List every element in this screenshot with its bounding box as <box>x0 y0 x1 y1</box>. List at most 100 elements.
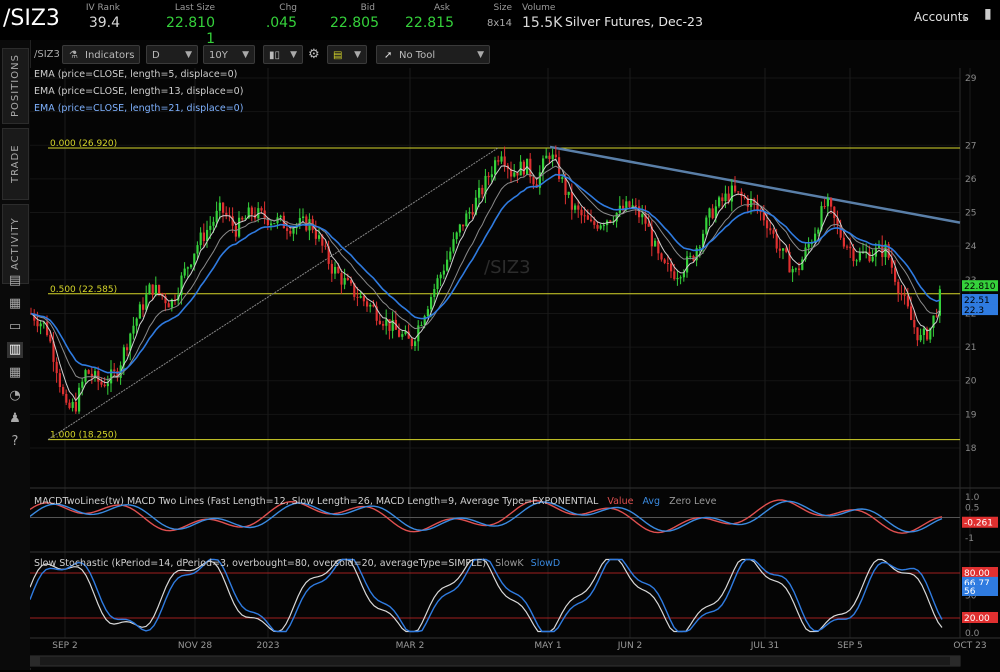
horizontal-scrollbar[interactable] <box>29 655 961 667</box>
more-options-icon[interactable]: ▮ <box>984 6 992 22</box>
candle-body <box>279 215 282 218</box>
community-icon[interactable]: ♟ <box>9 411 21 426</box>
candle-body <box>718 197 721 207</box>
instrument-description: Silver Futures, Dec-23 <box>565 14 703 29</box>
accounts-menu[interactable]: Accounts <box>914 10 969 24</box>
news-icon[interactable]: ▤ <box>8 273 22 288</box>
drawing-sets-button[interactable]: ▤ ▼ <box>327 45 367 64</box>
candle-body <box>545 155 548 159</box>
candle-body <box>289 230 292 234</box>
stoch-tag <box>962 576 998 588</box>
candle-body <box>538 172 541 188</box>
candle-body <box>695 248 698 261</box>
candle-body <box>673 271 676 280</box>
candle-body <box>202 232 205 242</box>
candle-body <box>404 331 407 335</box>
drawing-tool-select[interactable]: ➚ No Tool ▼ <box>376 45 490 64</box>
candle-body <box>52 341 55 362</box>
candle-body <box>721 197 724 202</box>
timeframe-select[interactable]: 10Y ▼ <box>203 45 255 64</box>
candle-body <box>510 168 513 177</box>
date-axis-label: SEP 5 <box>837 641 862 651</box>
ema13-label[interactable]: EMA (price=CLOSE, length=13, displace=0) <box>34 86 244 97</box>
chevron-down-icon[interactable]: ⌄ <box>960 9 971 23</box>
candle-body <box>122 347 125 366</box>
candle-body <box>62 387 65 394</box>
candle-body <box>410 338 413 347</box>
candle-body <box>68 402 71 408</box>
ema5-label[interactable]: EMA (price=CLOSE, length=5, displace=0) <box>34 69 238 80</box>
briefcase-icon[interactable]: ▭ <box>8 319 22 334</box>
candle-body <box>113 369 116 372</box>
candle-body <box>586 215 589 220</box>
candle-body <box>826 198 829 207</box>
macd-tag <box>962 516 998 528</box>
candle-body <box>791 269 794 273</box>
candle-body <box>839 224 842 238</box>
candle-body <box>33 313 36 321</box>
aggregation-select[interactable]: D ▼ <box>146 45 198 64</box>
candle-body <box>84 370 87 382</box>
macd-study-label[interactable]: MACDTwoLines(tw) MACD Two Lines (Fast Le… <box>34 496 717 507</box>
candle-body <box>458 224 461 233</box>
chart-area[interactable]: 0.000 (26.920) 0.500 (22.585) 1.000 (18.25… <box>29 68 1000 668</box>
candle-body <box>375 306 378 321</box>
chart-toolbar: /SIZ3 ⚗ Indicators D ▼ 10Y ▼ ▮▯ ▼ ⚙ ▤ ▼ ➚ No… <box>30 44 1000 66</box>
fib-connector <box>47 147 499 441</box>
calendar-icon[interactable]: ▦ <box>8 296 22 311</box>
candle-body <box>49 335 52 342</box>
gear-icon[interactable]: ⚙ <box>308 47 320 62</box>
tab-positions[interactable]: POSITIONS <box>2 48 29 124</box>
stoch-tag <box>962 612 998 623</box>
symbol-title[interactable]: /SIZ3 <box>3 6 60 31</box>
candle-body <box>666 262 669 264</box>
candle-body <box>222 202 225 213</box>
candle-body <box>241 217 244 220</box>
candle-body <box>823 206 826 208</box>
stoch-tag-label: 66.77 <box>964 579 990 589</box>
candle-body <box>638 206 641 218</box>
indicators-button[interactable]: ⚗ Indicators <box>62 45 140 64</box>
candle-body <box>583 215 586 217</box>
stoch-k-line <box>29 558 943 633</box>
price-chart[interactable]: 0.000 (26.920) 0.500 (22.585) 1.000 (18.25… <box>29 68 1000 668</box>
candle-body <box>926 328 929 340</box>
candle-body <box>913 320 916 328</box>
tab-activity[interactable]: ACTIVITY <box>2 204 29 284</box>
price-tag-label: 22.810 <box>964 282 996 292</box>
candle-body <box>890 257 893 268</box>
help-icon[interactable]: ? <box>11 434 19 449</box>
candle-body <box>554 154 557 158</box>
speedometer-icon[interactable]: ◔ <box>9 388 21 403</box>
candle-body <box>762 212 765 221</box>
price-tag <box>962 294 998 305</box>
price-tag <box>962 304 998 316</box>
candle-body <box>398 329 401 337</box>
candle-body <box>711 208 714 219</box>
price-tag-label: 22.51 <box>964 296 990 306</box>
ema21-label[interactable]: EMA (price=CLOSE, length=21, displace=0) <box>34 103 244 114</box>
candle-body <box>414 341 417 347</box>
candle-body <box>372 304 375 307</box>
candle-body <box>570 191 573 210</box>
candle-body <box>679 277 682 279</box>
candle-body <box>474 197 477 215</box>
candle-body <box>490 174 493 178</box>
candle-body <box>766 220 769 229</box>
chart-icon[interactable]: ▥ <box>7 342 23 358</box>
stoch-tag-label: 80.00 <box>964 569 990 579</box>
scroll-left-button[interactable] <box>30 656 40 666</box>
candle-body <box>199 232 202 246</box>
candle-body <box>154 285 157 295</box>
fib-label: 0.500 (22.585) <box>50 285 117 295</box>
grid-icon[interactable]: ▦ <box>8 365 22 380</box>
candle-body <box>94 371 97 378</box>
candle-body <box>110 369 113 384</box>
candle-body <box>855 260 858 262</box>
chart-style-button[interactable]: ▮▯ ▼ <box>263 45 303 64</box>
stochastic-study-label[interactable]: Slow Stochastic (kPeriod=14, dPeriod=3, … <box>34 558 561 569</box>
tab-trade[interactable]: TRADE <box>2 128 29 200</box>
scroll-right-button[interactable] <box>950 656 960 666</box>
candle-body <box>887 244 890 258</box>
candle-body <box>634 205 637 207</box>
